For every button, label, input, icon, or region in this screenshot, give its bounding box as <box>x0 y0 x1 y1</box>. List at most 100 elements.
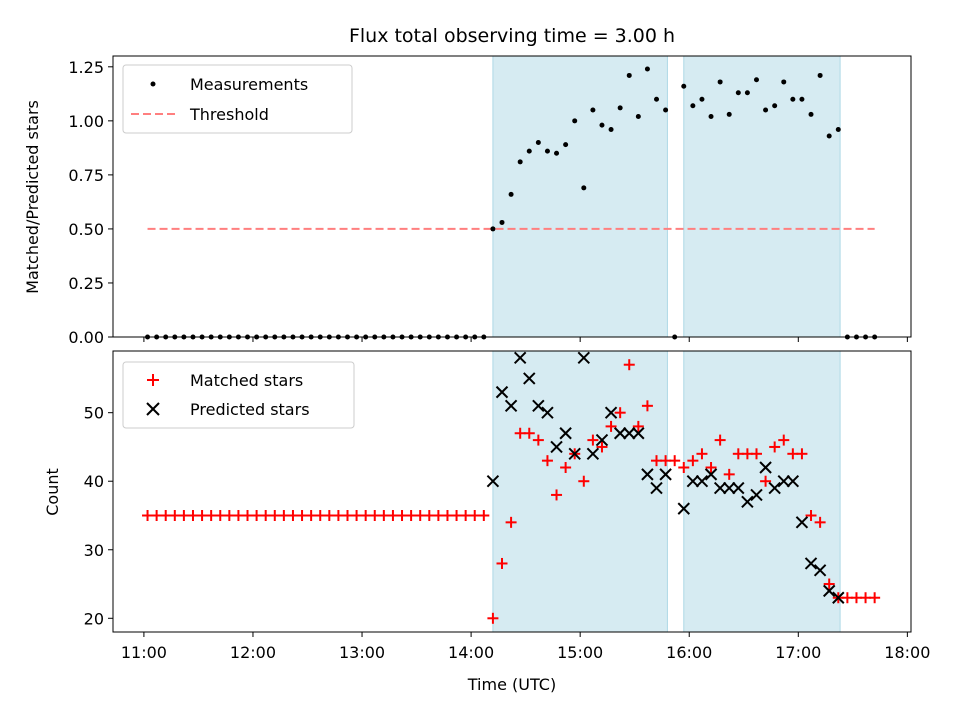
bottom-x-tick-label: 17:00 <box>775 643 821 662</box>
measurement-point <box>735 90 741 96</box>
legend-label-matched-stars: Matched stars <box>190 371 303 390</box>
matched-star-point <box>705 462 717 474</box>
measurement-point <box>763 107 769 113</box>
predicted-star-point <box>795 516 809 529</box>
predicted-star-point <box>723 481 736 495</box>
top-legend: Measurements Threshold <box>122 64 353 134</box>
bottom-y-axis-label: Count <box>43 468 62 516</box>
predicted-star-point <box>768 481 781 495</box>
top-y-tick-label: 1.25 <box>68 58 104 77</box>
predicted-star-point <box>704 468 718 481</box>
bottom-series-layer <box>142 351 881 624</box>
predicted-star-point <box>822 584 836 598</box>
predicted-star-point <box>532 399 545 413</box>
predicted-star-point <box>595 433 609 447</box>
bottom-x-tick-label: 12:00 <box>230 643 276 662</box>
matched-star-point <box>623 359 635 371</box>
bottom-x-axis-label: Time (UTC) <box>467 675 556 694</box>
matched-star-point <box>541 455 553 467</box>
matched-star-point <box>687 455 699 467</box>
matched-star-point <box>714 434 726 446</box>
measurement-point <box>663 107 669 113</box>
measurement-point <box>499 219 505 225</box>
measurement-point <box>581 185 587 191</box>
predicted-star-point <box>777 475 790 488</box>
measurement-point <box>644 66 650 72</box>
bottom-x-tick-label: 16:00 <box>666 643 712 662</box>
predicted-star-point <box>750 488 763 502</box>
legend-marker-predicted-stars <box>146 402 160 416</box>
bottom-y-tick-label: 50 <box>84 404 104 423</box>
measurement-point <box>826 133 832 139</box>
measurement-point <box>526 148 532 154</box>
top-panel: 0.00 0.25 0.50 0.75 1.00 1.25 Flux total obse… <box>23 25 912 347</box>
measurement-point <box>535 139 541 145</box>
measurement-point <box>635 114 641 120</box>
matched-star-point <box>796 448 808 460</box>
matched-star-point <box>778 434 790 446</box>
predicted-star-point <box>813 564 827 577</box>
predicted-star-point <box>659 468 672 481</box>
predicted-star-point <box>523 372 536 385</box>
predicted-star-point <box>495 385 509 399</box>
matched-star-point <box>551 489 563 501</box>
measurement-point <box>708 114 714 120</box>
matched-star-point <box>478 509 490 521</box>
predicted-star-point <box>741 495 754 508</box>
matched-star-point <box>505 516 517 528</box>
measurement-point <box>790 96 796 102</box>
predicted-star-point <box>632 427 645 440</box>
top-axes-frame <box>112 55 912 338</box>
bottom-y-tick-label: 30 <box>84 541 104 560</box>
bottom-legend-box <box>122 361 355 429</box>
matched-star-point <box>769 441 781 453</box>
top-y-axis-label: Matched/Predicted stars <box>23 100 42 294</box>
matched-star-point <box>814 516 826 528</box>
bottom-x-tick-label: 14:00 <box>448 643 494 662</box>
predicted-star-point <box>604 406 618 419</box>
matched-star-point <box>869 592 881 604</box>
measurement-point <box>799 96 805 102</box>
top-legend-box <box>122 64 353 134</box>
matched-star-point <box>632 420 644 432</box>
predicted-star-point <box>486 475 500 488</box>
shaded-interval-1 <box>492 55 668 338</box>
measurement-point <box>626 72 632 78</box>
measurement-point <box>544 148 550 154</box>
measurement-point <box>599 122 605 128</box>
matched-star-point <box>614 407 626 419</box>
predicted-star-point <box>695 475 709 488</box>
predicted-star-point <box>577 351 591 365</box>
predicted-star-point <box>713 481 727 495</box>
matched-star-point <box>750 448 762 460</box>
matched-star-point <box>587 434 599 446</box>
bottom-x-tick-label: 18:00 <box>884 643 930 662</box>
bottom-y-tick-label: 20 <box>84 609 104 628</box>
measurement-point <box>681 83 687 89</box>
predicted-star-point <box>732 481 745 495</box>
measurement-point <box>517 159 523 165</box>
predicted-star-point <box>641 468 654 481</box>
predicted-star-point <box>804 557 818 570</box>
predicted-star-point <box>677 502 690 515</box>
measurement-point <box>753 77 759 83</box>
predicted-star-point <box>650 481 663 495</box>
predicted-star-point <box>832 591 845 604</box>
bottom-axes-frame <box>112 350 912 633</box>
top-y-ticks: 0.00 0.25 0.50 0.75 1.00 1.25 <box>68 58 113 347</box>
bottom-x-tick-label: 13:00 <box>339 643 385 662</box>
measurement-point <box>490 226 496 232</box>
top-y-tick-label: 0.25 <box>68 274 104 293</box>
legend-label-measurements: Measurements <box>190 75 308 94</box>
shaded-interval-2 <box>683 55 841 338</box>
bottom-y-tick-label: 40 <box>84 472 104 491</box>
measurement-point <box>654 96 660 102</box>
shaded-interval-1 <box>492 350 668 633</box>
matched-star-point <box>532 434 544 446</box>
measurement-point <box>835 126 841 132</box>
predicted-star-point <box>541 406 554 419</box>
matched-star-point <box>805 509 817 521</box>
predicted-star-point <box>686 475 700 488</box>
